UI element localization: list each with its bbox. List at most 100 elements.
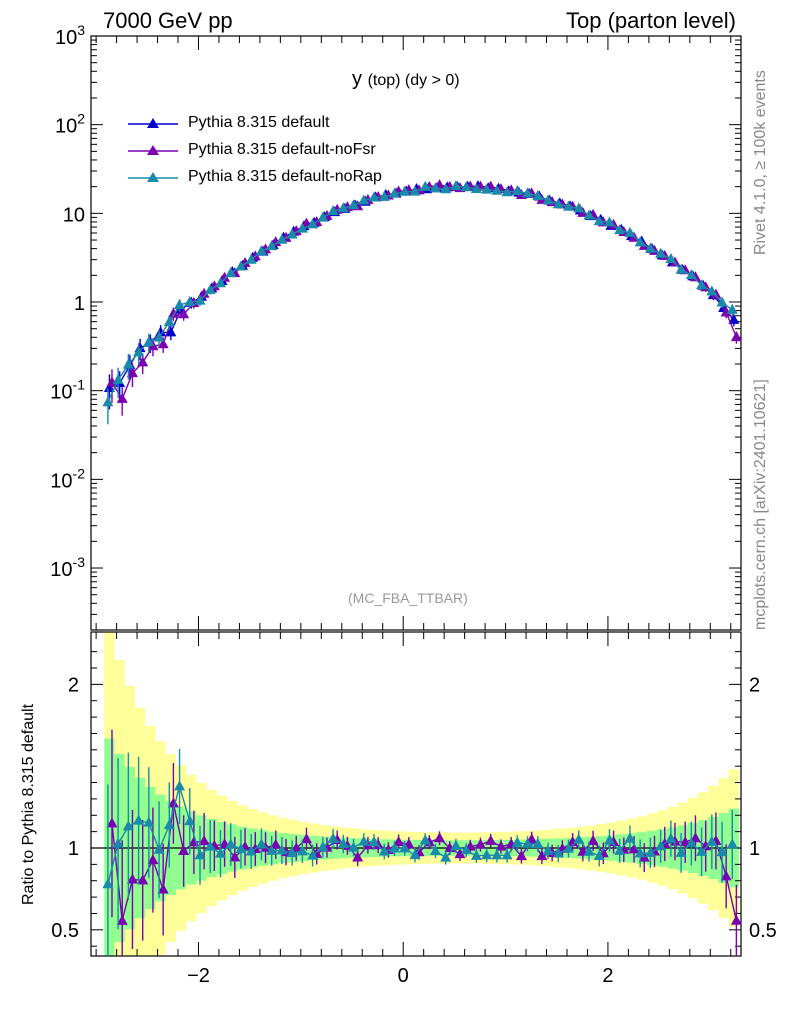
- ratio-series-noRap: [102, 748, 738, 956]
- ratio-point-marker: [137, 874, 149, 885]
- data-point-marker: [296, 222, 308, 233]
- ratio-y-tick-label: 2: [749, 674, 760, 696]
- ratio-y-tick-label: 0.5: [51, 920, 79, 942]
- ratio-y-tick-label: 2: [68, 674, 79, 696]
- data-point-marker: [389, 187, 401, 198]
- ratio-point-marker: [235, 843, 247, 854]
- ratio-point-marker: [460, 844, 472, 855]
- data-point-marker: [165, 326, 177, 337]
- ratio-point-marker: [174, 780, 186, 791]
- ratio-point-marker: [696, 845, 708, 856]
- data-point-marker: [245, 253, 257, 264]
- data-point-marker: [174, 298, 186, 309]
- ratio-point-marker: [245, 845, 257, 856]
- data-point-marker: [214, 277, 226, 288]
- ratio-point-marker: [399, 842, 411, 853]
- main-frame: [90, 35, 742, 631]
- ratio-uncertainty-bands: [104, 632, 739, 956]
- plot-title-variable: y: [352, 68, 362, 90]
- ratio-point-marker: [225, 838, 237, 849]
- ratio-point-marker: [655, 840, 667, 851]
- ratio-point-marker: [700, 840, 712, 851]
- data-point-marker: [153, 331, 165, 342]
- data-point-marker: [184, 296, 196, 307]
- ratio-point-marker: [153, 843, 165, 854]
- x-tick-label: −2: [187, 965, 210, 987]
- data-point-marker: [317, 211, 329, 222]
- data-point-marker: [491, 184, 503, 195]
- main-y-tick-label: 103: [55, 22, 85, 49]
- data-point-marker: [219, 271, 231, 282]
- data-point-marker: [460, 181, 472, 192]
- series-noFsr: [106, 179, 742, 416]
- data-point-marker: [470, 183, 482, 194]
- ratio-point-marker: [112, 837, 124, 848]
- data-point-marker: [378, 190, 390, 201]
- ratio-point-marker: [204, 840, 216, 851]
- plot-title-detail: (top) (dy > 0): [367, 72, 460, 89]
- data-point-marker: [552, 198, 564, 209]
- ratio-point-marker: [194, 849, 206, 860]
- ratio-point-marker: [563, 842, 575, 853]
- ratio-point-marker: [454, 848, 466, 859]
- ratio-point-marker: [337, 838, 349, 849]
- plot-title: y (top) (dy > 0): [352, 68, 460, 91]
- ratio-point-marker: [368, 836, 380, 847]
- ratio-point-marker: [628, 843, 640, 854]
- main-y-tick-label: 10-2: [50, 465, 85, 492]
- data-point-marker: [542, 194, 554, 205]
- data-point-marker: [511, 184, 523, 195]
- data-point-marker: [307, 218, 319, 229]
- data-point-marker: [163, 315, 175, 326]
- data-point-marker: [276, 233, 288, 244]
- ratio-point-marker: [644, 846, 656, 857]
- ratio-point-marker: [157, 883, 169, 894]
- ratio-point-marker: [593, 849, 605, 860]
- ratio-point-marker: [685, 837, 697, 848]
- data-point-marker: [429, 182, 441, 193]
- data-point-marker: [225, 267, 237, 278]
- ratio-point-marker: [515, 850, 527, 861]
- ratio-point-marker: [511, 836, 523, 847]
- ratio-point-marker: [429, 845, 441, 856]
- data-point-marker: [728, 313, 740, 324]
- data-point-marker: [573, 202, 585, 213]
- ratio-point-marker: [419, 834, 431, 845]
- ratio-y-tick-label: 0.5: [749, 920, 777, 942]
- series-noRap: [102, 180, 738, 425]
- data-point-marker: [112, 373, 124, 384]
- ratio-point-marker: [522, 837, 534, 848]
- ratio-point-marker: [167, 797, 179, 808]
- ratio-point-marker: [603, 834, 615, 845]
- data-point-marker: [194, 294, 206, 305]
- ratio-point-marker: [307, 849, 319, 860]
- data-point-marker: [644, 242, 656, 253]
- data-point-marker: [501, 186, 513, 197]
- data-point-marker: [204, 283, 216, 294]
- data-point-marker: [122, 358, 134, 369]
- data-point-marker: [720, 306, 732, 317]
- ratio-point-marker: [393, 836, 405, 847]
- ratio-point-marker: [730, 914, 742, 925]
- series-line-default: [109, 185, 735, 389]
- ratio-point-marker: [706, 835, 718, 846]
- ratio-point-marker: [470, 849, 482, 860]
- ratio-y-tick-label: 1: [749, 838, 760, 860]
- ratio-point-marker: [122, 820, 134, 831]
- data-point-marker: [368, 191, 380, 202]
- ratio-point-marker: [378, 845, 390, 856]
- data-point-marker: [337, 202, 349, 213]
- data-point-marker: [634, 236, 646, 247]
- ratio-point-marker: [485, 834, 497, 845]
- main-y-tick-label: 10: [63, 204, 85, 226]
- ratio-ylabel: Ratio to Pythia 8.315 default: [20, 703, 37, 905]
- ratio-point-marker: [583, 845, 595, 856]
- data-point-marker: [685, 269, 697, 280]
- data-point-marker: [157, 338, 169, 349]
- ratio-point-marker: [214, 847, 226, 858]
- ratio-point-marker: [270, 838, 282, 849]
- legend-label-nofsr: Pythia 8.315 default-noFsr: [188, 141, 376, 158]
- data-point-marker: [178, 308, 190, 319]
- data-point-marker: [583, 209, 595, 220]
- legend-label-default: Pythia 8.315 default: [188, 114, 330, 131]
